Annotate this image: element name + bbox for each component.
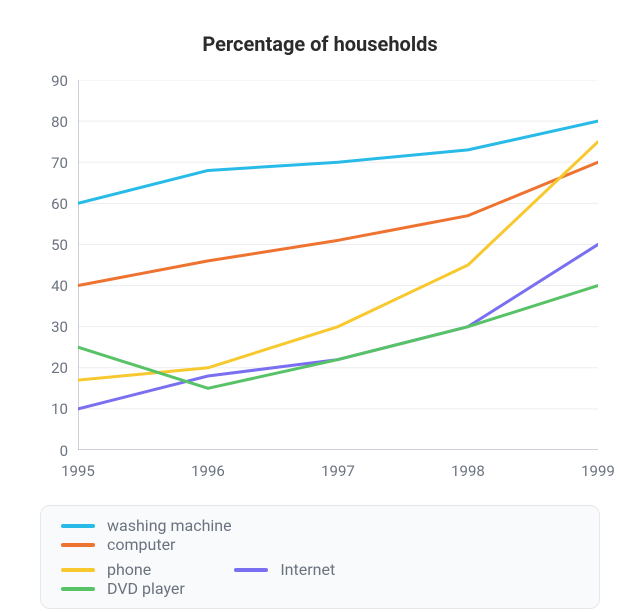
legend-swatch [61,587,95,591]
series-line [78,286,598,389]
legend-label: phone [107,560,151,579]
legend-swatch [234,568,268,572]
x-tick-label: 1996 [188,462,228,480]
legend-item: computer [61,535,321,554]
legend-item: phone [61,560,234,579]
chart-title: Percentage of households [0,32,640,56]
legend-swatch [61,543,95,547]
x-tick-label: 1999 [578,462,618,480]
series-line [78,142,598,380]
legend-label: Internet [280,560,335,579]
series-line [78,162,598,285]
chart-page: Percentage of households 0 10 20 30 40 50 60 70… [0,0,640,612]
y-tick-label: 30 [51,318,68,336]
y-tick-label: 10 [51,400,68,418]
legend-item: washing machine [61,516,321,535]
legend-swatch [61,568,95,572]
legend-label: DVD player [107,579,185,598]
legend-label: washing machine [107,516,232,535]
y-tick-label: 50 [51,236,68,254]
y-tick-label: 70 [51,154,68,172]
legend-item: Internet [234,560,407,579]
x-tick-label: 1997 [318,462,358,480]
y-tick-label: 90 [51,72,68,90]
legend-item: DVD player [61,579,234,598]
x-tick-label: 1998 [448,462,488,480]
chart-svg [78,80,598,450]
y-tick-label: 20 [51,359,68,377]
x-tick-label: 1995 [58,462,98,480]
legend-box: washing machinecomputer phone Internet DVD … [40,505,600,609]
y-tick-label: 60 [51,195,68,213]
legend-swatch [61,524,95,528]
y-tick-label: 40 [51,277,68,295]
chart-plot-area [78,80,598,450]
legend-label: computer [107,535,175,554]
y-tick-label: 0 [60,442,68,460]
y-tick-label: 80 [51,113,68,131]
